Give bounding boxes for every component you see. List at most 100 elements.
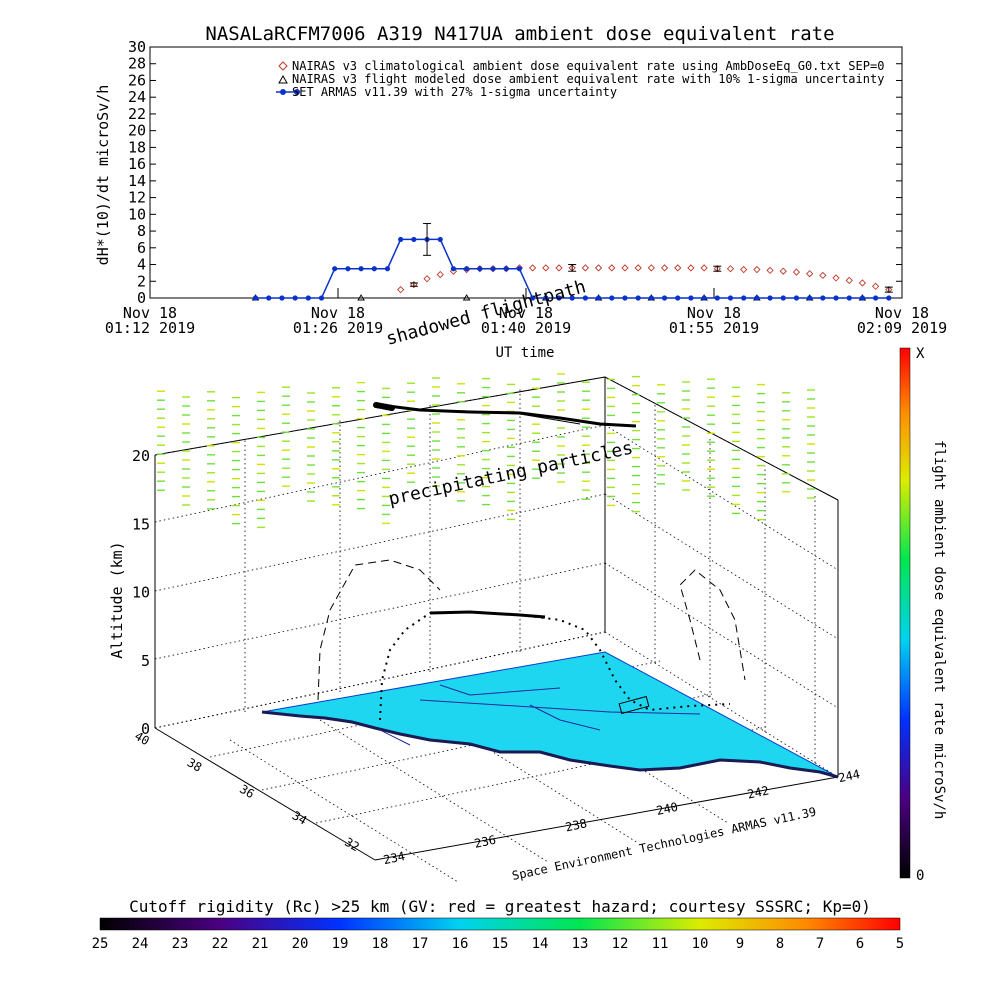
data-point-armas [793,295,800,301]
dose-colorbar-min: 0 [916,868,924,884]
y-tick-label: 10 [128,205,146,223]
rigidity-tick-label: 24 [132,936,149,952]
ground-contours [379,684,701,746]
data-point-climatological [542,264,550,272]
flight-shadow-projection [317,559,746,701]
data-point-armas [846,295,852,301]
data-point-armas [701,295,707,301]
three-d-grid [154,376,839,883]
data-point-armas [780,295,786,301]
data-point-armas [635,295,641,301]
latitude-tick-label: 32 [342,835,362,854]
y-axis-label: dH*(10)/dt microSv/h [94,85,112,266]
flight-track-cruise [429,610,546,619]
rigidity-tick-label: 5 [896,936,904,952]
chart-title: NASALaRCFM7006 A319 N417UA ambient dose … [205,23,834,45]
three-d-view: shadowed flightpath precipitating partic… [108,276,861,883]
data-point-climatological [845,276,853,285]
data-point-armas [727,295,734,301]
data-point-armas [292,295,298,301]
rigidity-tick-label: 13 [572,936,589,952]
rigidity-tick-label: 8 [776,936,784,952]
data-point-armas [529,295,536,301]
longitude-tick-label: 242 [746,783,770,801]
y-tick-label: 4 [137,256,146,274]
rigidity-tick-label: 19 [332,936,349,952]
data-point-armas [358,266,364,272]
data-point-climatological [634,264,642,272]
rigidity-tick-label: 9 [736,936,744,952]
y-tick-label: 16 [128,155,146,173]
data-point-armas [490,266,496,272]
longitude-tick-label: 236 [473,833,497,851]
data-point-armas [450,266,457,272]
data-point-climatological [555,264,563,272]
longitude-tick-label: 240 [655,800,679,818]
x-tick-label: Nov 18 [499,304,553,322]
data-point-climatological [397,285,405,294]
data-point-climatological [792,268,801,276]
data-point-climatological [647,264,655,272]
data-point-armas [714,295,720,301]
rigidity-tick-label: 23 [172,936,189,952]
rigidity-colorbar: Cutoff rigidity (Rc) >25 km (GV: red = g… [92,897,905,952]
altitude-axis: 0 5 10 15 20 [132,447,150,738]
rigidity-tick-label: 16 [452,936,469,952]
data-point-climatological [660,264,669,272]
series-layer [251,223,893,301]
data-point-climatological [779,267,787,275]
data-point-climatological [528,264,537,272]
data-point-climatological [674,264,682,272]
data-point-climatological [608,264,616,272]
data-point-climatological [594,264,603,272]
flightpath-branch [429,409,581,425]
data-point-climatological [621,264,629,272]
data-point-armas [754,295,760,301]
altitude-tick-label: 15 [132,515,150,533]
data-point-armas [807,295,813,301]
data-point-climatological [753,265,761,274]
data-point-armas [266,295,272,301]
y-tick-label: 12 [128,189,146,207]
legend: NAIRAS v3 climatological ambient dose eq… [276,59,884,99]
data-point-armas [398,236,404,243]
data-point-armas [318,295,325,301]
legend-marker-armas [280,89,286,95]
rigidity-tick-label: 18 [372,936,389,952]
rigidity-tick-label: 25 [92,936,109,952]
rigidity-tick-label: 17 [412,936,429,952]
x-tick-label: 02:09 2019 [857,319,947,337]
data-point-armas [556,295,562,301]
legend-marker-modeled [278,74,288,84]
latitude-tick-label: 40 [132,729,152,748]
data-point-armas [477,266,483,272]
data-point-climatological [819,271,827,280]
data-point-armas [516,266,523,272]
y-tick-label: 24 [128,88,146,106]
data-point-armas [741,295,747,301]
y-tick-label: 2 [137,272,146,290]
longitude-tick-label: 238 [564,816,588,834]
latitude-axis: 40 38 36 34 32 [132,729,362,854]
data-point-armas [437,236,443,243]
precipitating-particles-label: precipitating particles [387,438,635,510]
data-point-armas [371,266,377,272]
x-tick-label: Nov 18 [687,304,741,322]
y-tick-label: 30 [128,38,146,56]
rigidity-tick-label: 14 [532,936,549,952]
data-point-climatological [700,264,708,272]
data-point-armas [767,295,773,301]
data-point-armas [886,295,892,301]
longitude-tick-label: 244 [837,767,861,785]
x-tick-label: 01:12 2019 [105,319,195,337]
data-point-armas [543,295,549,301]
legend-marker-climatological [278,61,288,71]
rigidity-tick-label: 12 [612,936,629,952]
latitude-tick-label: 38 [185,755,205,774]
data-point-armas [503,266,509,272]
three-d-box [154,376,839,861]
data-point-armas [345,266,351,272]
data-point-armas [411,236,417,243]
